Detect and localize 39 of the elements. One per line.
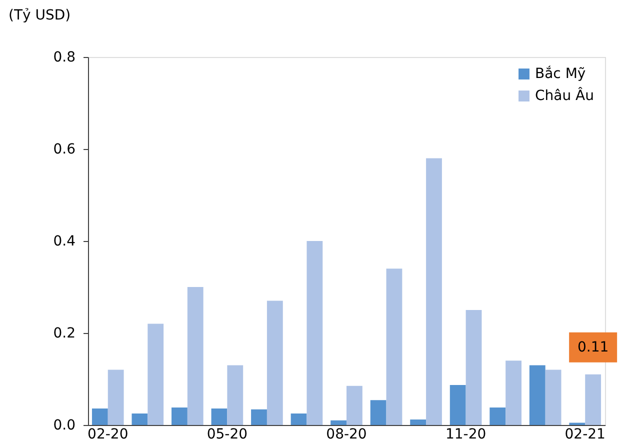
bar xyxy=(370,400,386,425)
bar xyxy=(108,370,124,425)
x-tick-label: 11-20 xyxy=(445,426,486,442)
bar xyxy=(92,408,108,425)
bar xyxy=(306,241,323,425)
bar xyxy=(545,370,562,425)
bar xyxy=(330,420,346,425)
y-tick-label: 0.4 xyxy=(53,234,76,250)
bar xyxy=(506,360,522,425)
y-axis-title: (Tỷ USD) xyxy=(8,8,71,24)
y-tick-label: 0.2 xyxy=(53,326,76,342)
bar xyxy=(426,158,442,425)
x-tick-label: 05-20 xyxy=(206,426,248,442)
bar xyxy=(490,408,506,425)
y-tick-label: 0.8 xyxy=(53,50,76,66)
bar xyxy=(346,386,362,425)
bar xyxy=(227,365,244,425)
data-label: 0.11 xyxy=(577,339,609,356)
bar xyxy=(386,268,402,425)
x-tick-label: 08-20 xyxy=(326,426,367,442)
bar xyxy=(466,310,482,425)
bar xyxy=(410,419,426,425)
bar xyxy=(266,300,283,425)
bar xyxy=(187,287,204,425)
legend-label: Bắc Mỹ xyxy=(535,65,586,82)
bar xyxy=(148,324,164,425)
bar xyxy=(172,408,188,425)
bar xyxy=(585,374,602,425)
bar xyxy=(132,414,148,425)
x-tick-label: 02-21 xyxy=(564,426,606,442)
legend-label: Châu Âu xyxy=(535,87,594,104)
bar xyxy=(450,384,466,425)
y-tick-label: 0.6 xyxy=(53,142,76,158)
x-tick-label: 02-20 xyxy=(88,426,128,442)
y-tick-label: 0.0 xyxy=(53,418,76,434)
bar xyxy=(529,365,546,425)
bar xyxy=(211,408,228,425)
bar xyxy=(290,414,307,425)
bar xyxy=(251,409,267,425)
